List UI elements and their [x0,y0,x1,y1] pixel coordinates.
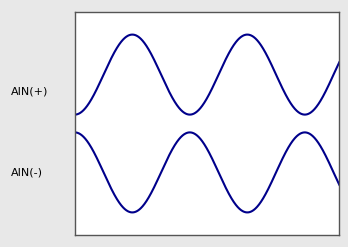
Text: AIN(+): AIN(+) [10,86,48,96]
Text: AIN(-): AIN(-) [10,168,42,178]
